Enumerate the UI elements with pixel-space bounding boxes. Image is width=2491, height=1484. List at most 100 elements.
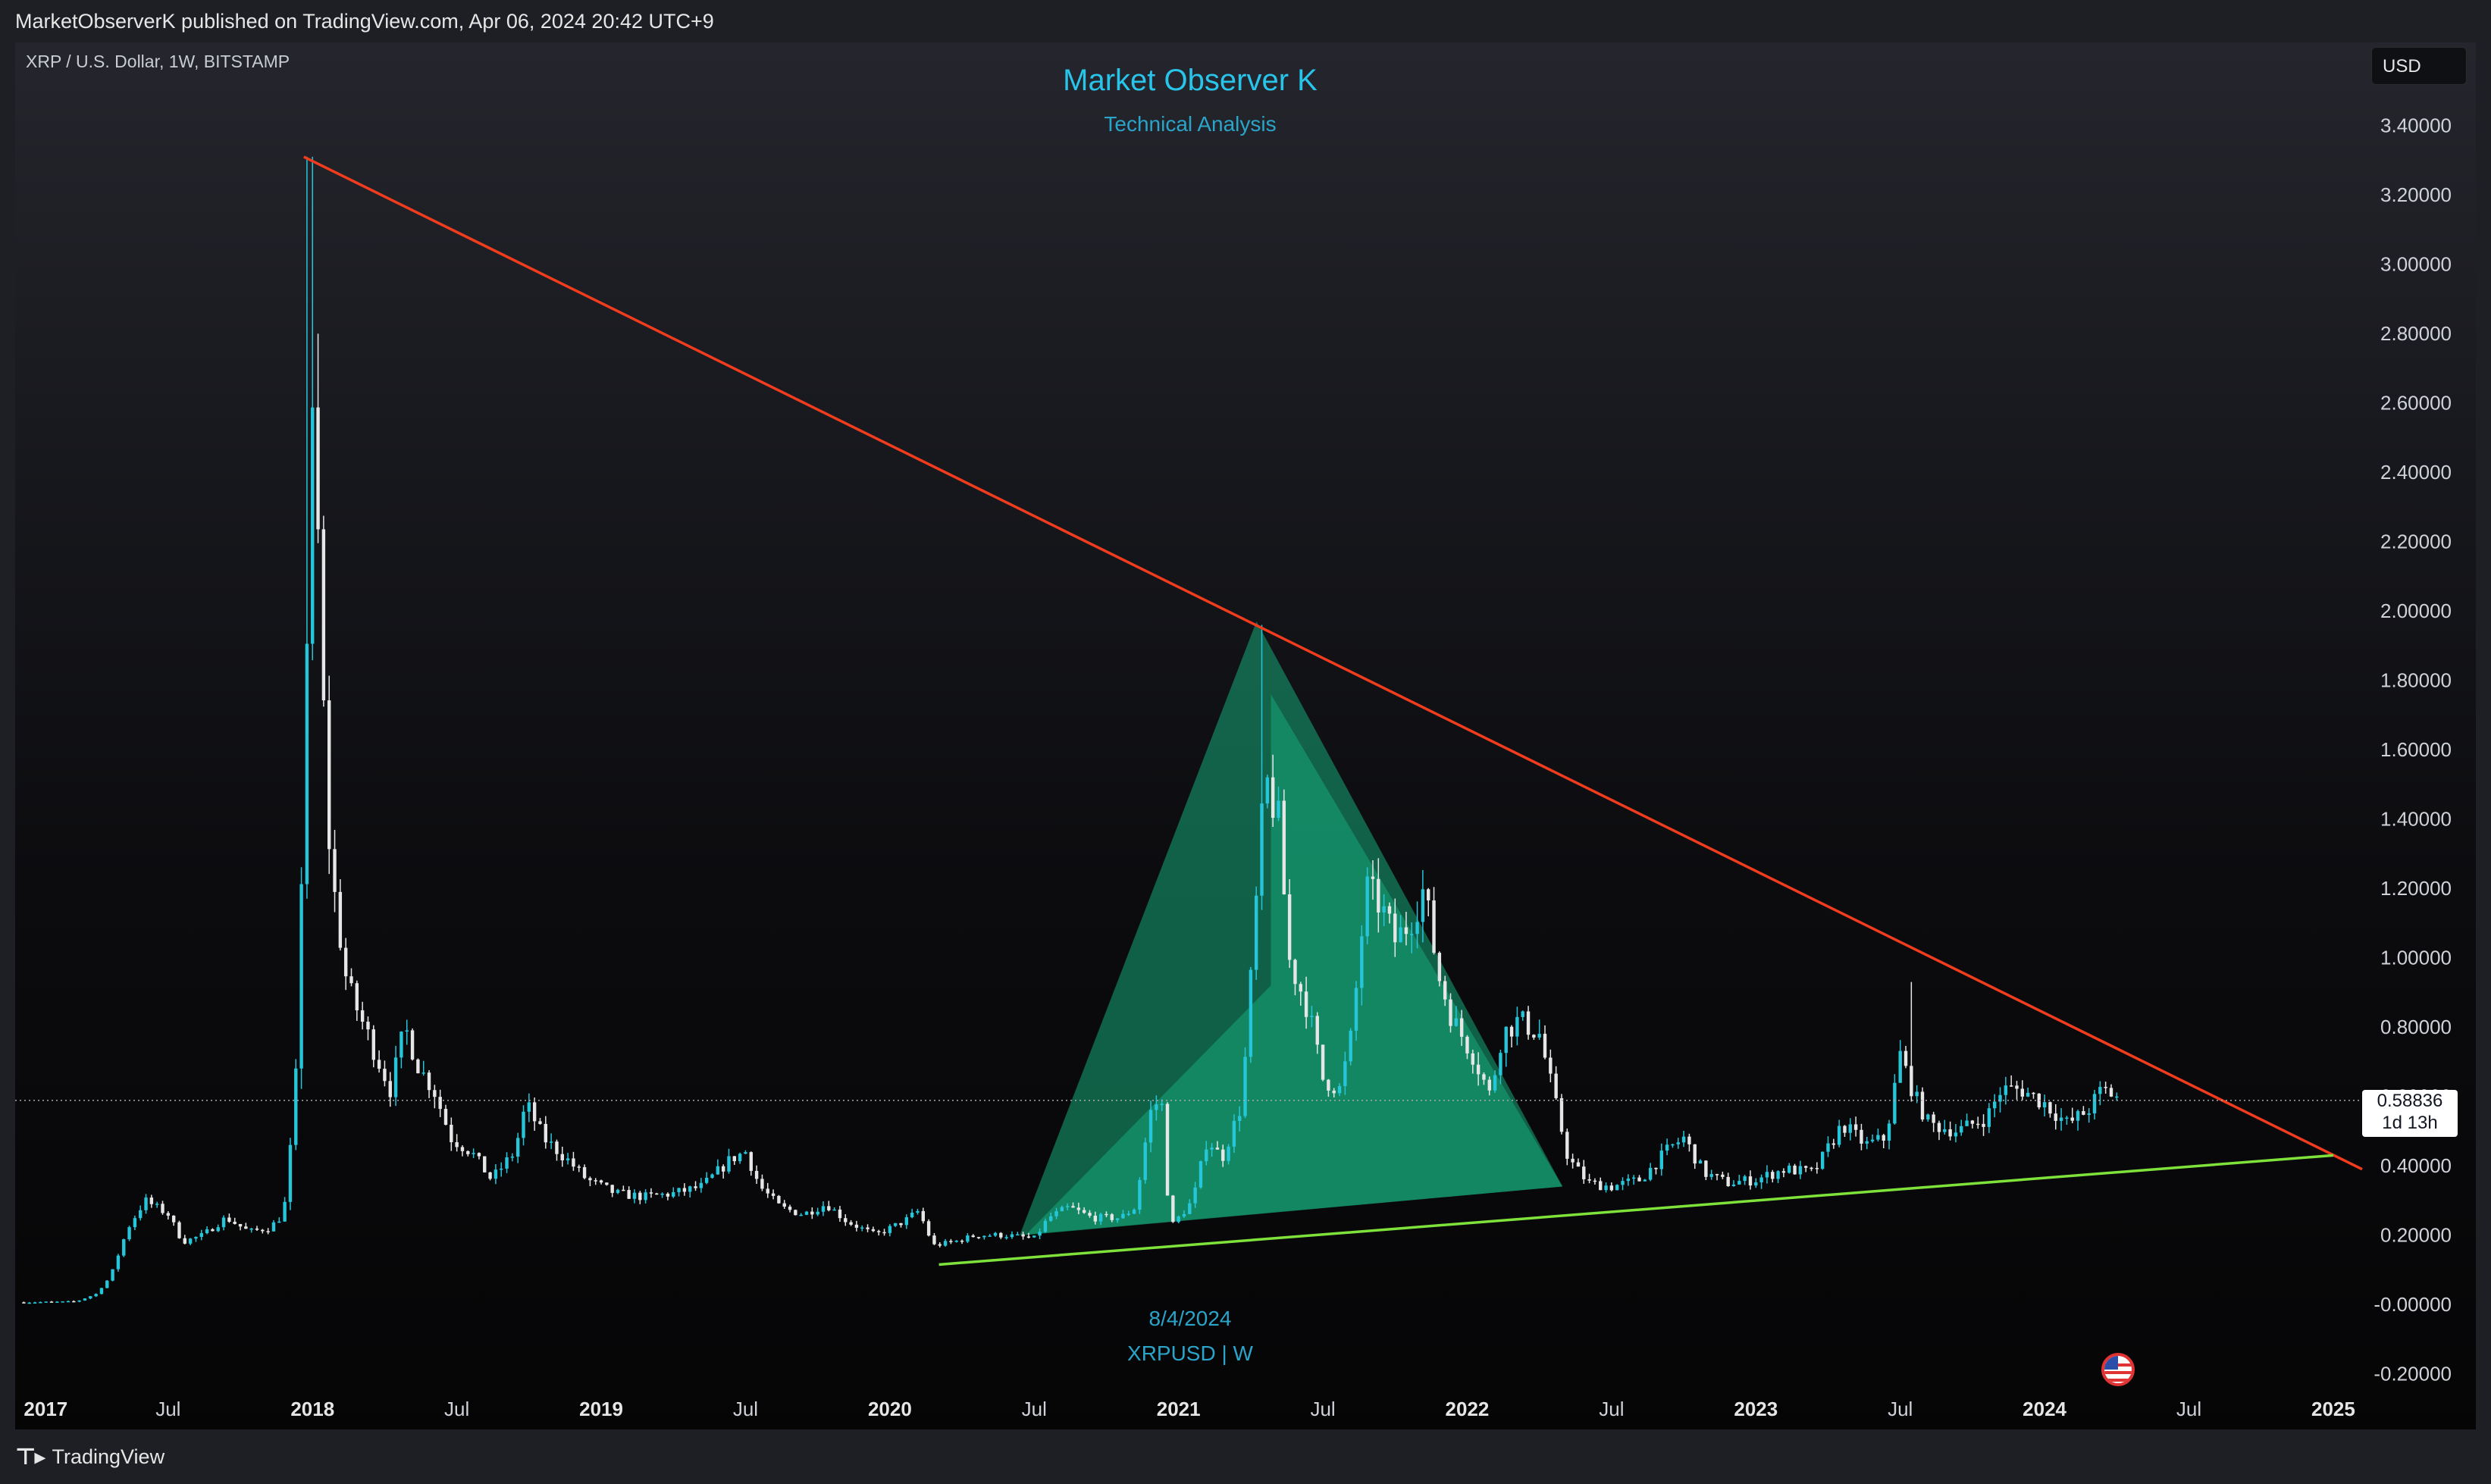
last-price-value: 0.58836 bbox=[2377, 1090, 2443, 1111]
candle bbox=[205, 1226, 209, 1235]
candle bbox=[277, 1217, 281, 1223]
candles-layer bbox=[22, 156, 2119, 1304]
resistance-trendline[interactable] bbox=[303, 155, 2363, 1171]
candle bbox=[1698, 1159, 1703, 1164]
candle bbox=[1459, 1010, 1464, 1047]
candle bbox=[810, 1207, 814, 1219]
candle bbox=[866, 1224, 870, 1232]
us-flag-icon[interactable] bbox=[2101, 1353, 2135, 1386]
x-tick-label: 2017 bbox=[24, 1398, 67, 1420]
tradingview-logo[interactable]: ⊤▸ TradingView bbox=[15, 1444, 164, 1470]
candle bbox=[2026, 1087, 2030, 1097]
candle bbox=[1737, 1174, 1741, 1185]
publish-header: MarketObserverK published on TradingView… bbox=[0, 0, 2491, 42]
candle bbox=[982, 1235, 986, 1240]
candle bbox=[849, 1219, 853, 1226]
candle bbox=[1804, 1165, 1808, 1172]
candle bbox=[99, 1288, 104, 1295]
x-tick-label: 2020 bbox=[868, 1398, 912, 1420]
candle bbox=[72, 1300, 76, 1303]
candle bbox=[1648, 1163, 1653, 1182]
candle bbox=[760, 1174, 764, 1191]
candle bbox=[1471, 1049, 1475, 1074]
candle bbox=[1021, 1232, 1025, 1240]
candle bbox=[1904, 1045, 1908, 1069]
candle bbox=[188, 1238, 193, 1246]
candle bbox=[2042, 1094, 2047, 1116]
price-axis[interactable]: 3.40000 3.20000 3.00000 2.80000 2.60000 2.400… bbox=[2374, 114, 2452, 1385]
candle bbox=[1277, 786, 1280, 822]
candle bbox=[1960, 1119, 1963, 1136]
candle bbox=[1054, 1207, 1058, 1219]
candle bbox=[1853, 1116, 1858, 1137]
candle bbox=[1932, 1111, 1935, 1132]
candle bbox=[821, 1201, 826, 1216]
candle bbox=[1432, 887, 1436, 955]
candle bbox=[271, 1219, 276, 1232]
candle bbox=[888, 1224, 892, 1237]
y-tick-label: 2.60000 bbox=[2380, 392, 2452, 415]
candle bbox=[366, 1016, 370, 1041]
candle bbox=[2109, 1084, 2113, 1097]
candle bbox=[1138, 1177, 1142, 1214]
candle bbox=[655, 1192, 659, 1195]
candle bbox=[794, 1209, 797, 1216]
candle bbox=[393, 1045, 398, 1107]
candle bbox=[688, 1185, 692, 1198]
y-tick-label: 0.40000 bbox=[2380, 1154, 2452, 1177]
candle bbox=[694, 1181, 697, 1191]
candle bbox=[1221, 1144, 1225, 1167]
candle bbox=[976, 1236, 981, 1239]
candle bbox=[111, 1269, 114, 1282]
candle bbox=[377, 1050, 381, 1073]
candle bbox=[1970, 1119, 1975, 1129]
candle bbox=[2115, 1092, 2119, 1101]
candle bbox=[882, 1229, 886, 1236]
candle bbox=[1704, 1160, 1708, 1180]
candle bbox=[343, 938, 348, 991]
candle bbox=[904, 1214, 909, 1229]
candle bbox=[766, 1182, 769, 1198]
y-tick-label: 0.20000 bbox=[2380, 1224, 2452, 1247]
currency-button[interactable]: USD bbox=[2371, 47, 2467, 85]
candle bbox=[455, 1134, 459, 1152]
candle bbox=[1071, 1202, 1075, 1208]
candle bbox=[410, 1028, 415, 1061]
candle bbox=[1271, 754, 1275, 828]
candle bbox=[1621, 1177, 1625, 1191]
symbol-legend[interactable]: XRP / U.S. Dollar, 1W, BITSTAMP bbox=[26, 52, 290, 71]
candle bbox=[405, 1019, 409, 1045]
publish-line: MarketObserverK published on TradingView… bbox=[15, 9, 714, 33]
support-trendline[interactable] bbox=[938, 1154, 2334, 1266]
candle bbox=[383, 1060, 387, 1087]
candle bbox=[1731, 1180, 1736, 1187]
candle bbox=[1599, 1177, 1603, 1191]
candle bbox=[1837, 1119, 1841, 1147]
candle bbox=[2092, 1089, 2097, 1119]
time-axis[interactable]: 2017 Jul 2018 Jul 2019 Jul 2020 Jul 2021 Jul 2022 J… bbox=[24, 1398, 2355, 1420]
y-tick-label: 1.40000 bbox=[2380, 808, 2452, 831]
tradingview-logo-icon: ⊤▸ bbox=[15, 1444, 46, 1470]
candle bbox=[799, 1213, 803, 1216]
candle bbox=[1810, 1166, 1813, 1172]
candle bbox=[61, 1301, 64, 1303]
x-tick-label: Jul bbox=[155, 1398, 180, 1420]
candle bbox=[1965, 1113, 1969, 1126]
x-tick-label: Jul bbox=[733, 1398, 758, 1420]
candle bbox=[1798, 1160, 1803, 1179]
trendlines-layer[interactable] bbox=[15, 155, 2363, 1266]
candle bbox=[1754, 1178, 1758, 1188]
candle bbox=[1726, 1172, 1730, 1187]
candle bbox=[1937, 1120, 1941, 1141]
candle bbox=[221, 1215, 226, 1231]
candle bbox=[144, 1194, 148, 1214]
candle bbox=[560, 1146, 564, 1167]
y-tick-label: 2.20000 bbox=[2380, 531, 2452, 553]
candle bbox=[1943, 1119, 1947, 1135]
candle bbox=[1987, 1103, 1991, 1133]
candle bbox=[1238, 1106, 1242, 1132]
candle bbox=[1382, 894, 1386, 926]
candle bbox=[1004, 1235, 1008, 1240]
y-tick-label: 1.00000 bbox=[2380, 947, 2452, 969]
